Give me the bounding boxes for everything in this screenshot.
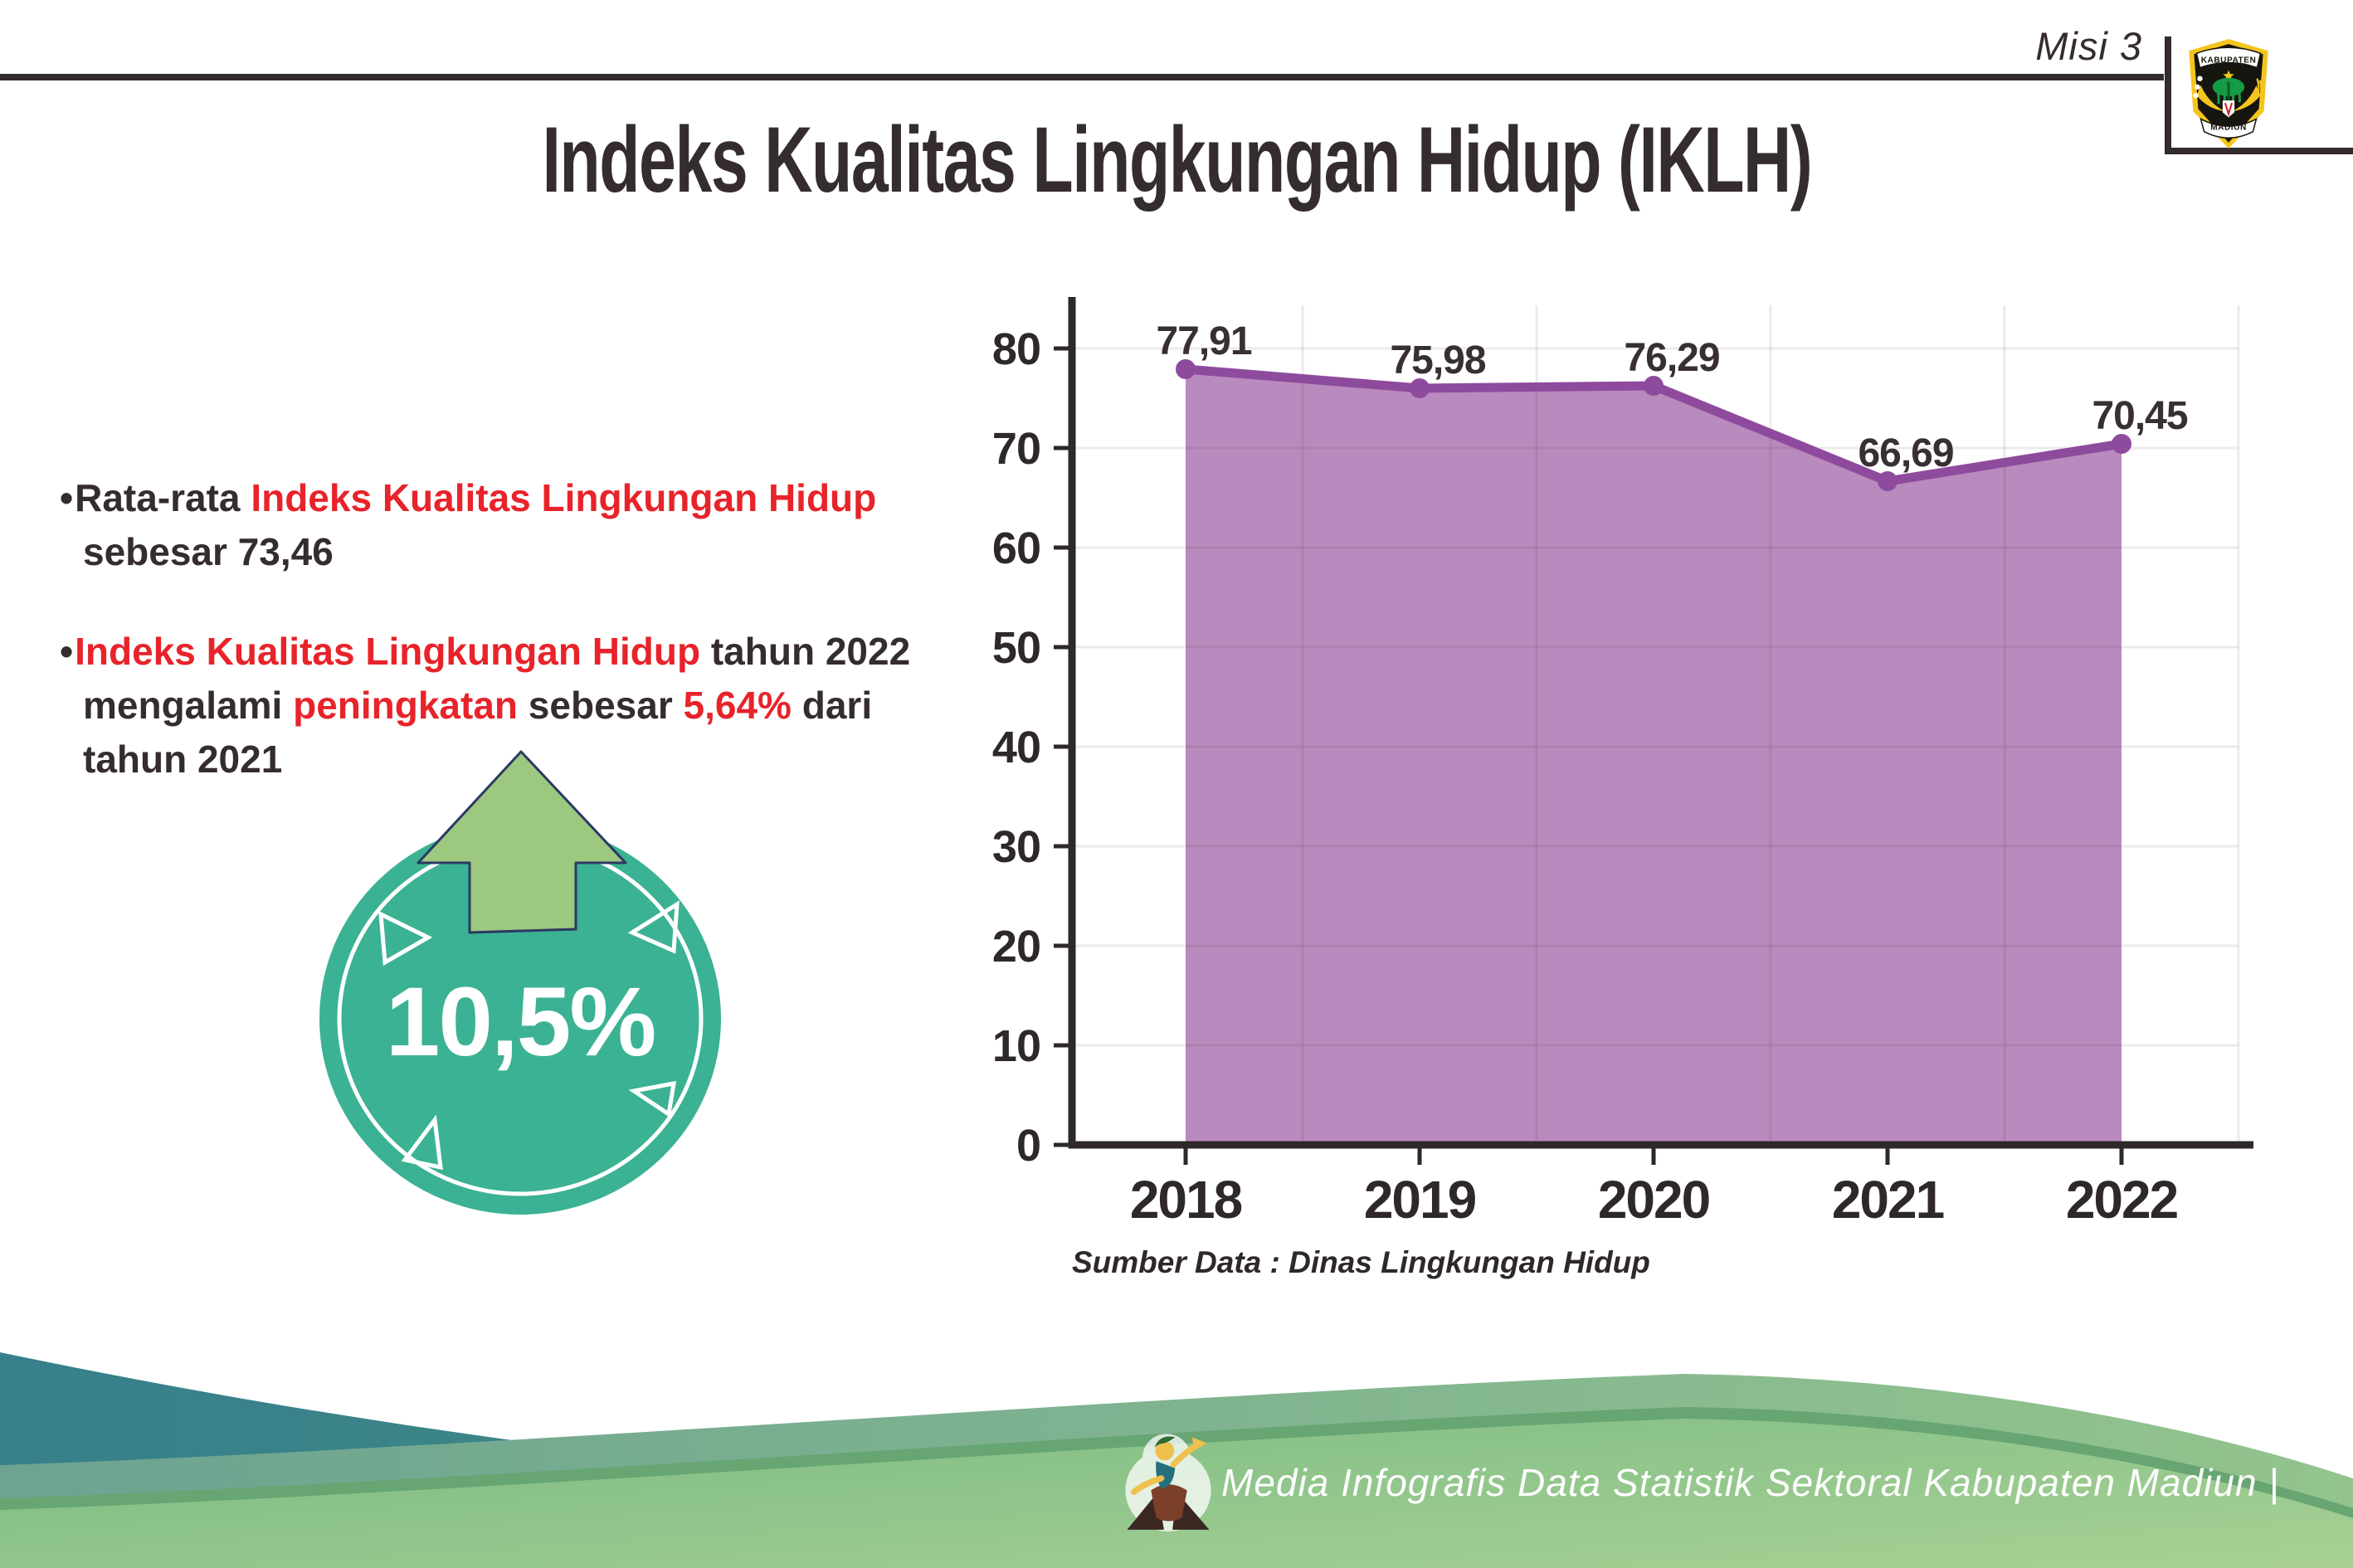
bullet-segment: 5,64%: [683, 683, 792, 727]
data-point-2021: [1878, 471, 1898, 491]
data-point-2019: [1410, 378, 1430, 398]
dancer-mascot-icon: [1125, 1434, 1211, 1531]
bullet-segment: tahun 2022 mengalami: [83, 629, 911, 727]
y-tick-label: 60: [992, 523, 1040, 573]
badge-value: 10,5%: [386, 967, 655, 1077]
bullet-segment: sebesar: [518, 683, 684, 727]
y-tick-label: 30: [992, 822, 1040, 872]
x-tick-label: 2018: [1130, 1170, 1242, 1230]
x-tick-label: 2019: [1364, 1170, 1476, 1230]
chart-area: [1186, 369, 2122, 1142]
logo-bottom-text: MADIUN: [2210, 124, 2247, 133]
y-tick-label: 70: [992, 424, 1040, 474]
logo-bottom-ribbon: [2200, 117, 2258, 139]
mascot-sash: [1156, 1461, 1176, 1489]
y-tick-label: 50: [992, 623, 1040, 673]
bullet-segment: Indeks Kualitas Lingkungan Hidup: [75, 629, 701, 673]
footer-caption: Media Infografis Data Statistik Sektoral…: [1221, 1461, 2280, 1504]
value-label: 70,45: [2092, 394, 2187, 438]
badge-circle: [319, 823, 721, 1215]
logo-top-ribbon: [2195, 46, 2262, 69]
x-tick-label: 2021: [1832, 1170, 1944, 1230]
logo-frame-vertical: [2165, 37, 2171, 154]
value-label: 75,98: [1390, 338, 1485, 382]
cotton-icon: [2193, 75, 2203, 99]
y-tick-label: 20: [992, 922, 1040, 971]
bullet-segment: sebesar 73,46: [83, 530, 334, 574]
source-label: Sumber Data : Dinas Lingkungan Hidup: [1072, 1245, 1650, 1279]
page-title-text: Indeks Kualitas Lingkungan Hidup (IKLH): [542, 108, 1812, 212]
kabupaten-madiun-logo: KABUPATEN MADIUN: [2189, 39, 2268, 149]
mascot-hand-flag: [1191, 1437, 1207, 1451]
bullet-segment: dari tahun 2021: [83, 683, 873, 782]
center-shield-icon: [2222, 100, 2235, 118]
bullet-item: Indeks Kualitas Lingkungan Hidup tahun 2…: [60, 625, 927, 787]
logo-frame-horizontal: [2165, 148, 2353, 154]
y-tick-label: 80: [992, 324, 1040, 374]
y-tick-label: 10: [992, 1021, 1040, 1071]
logo-top-text: KABUPATEN: [2201, 56, 2257, 65]
bullet-segment: Rata-rata: [75, 476, 251, 519]
summary-bullets: Rata-rata Indeks Kualitas Lingkungan Hid…: [60, 471, 927, 832]
rice-icon: [2256, 78, 2263, 96]
wings-icon: [2196, 85, 2261, 112]
y-tick-label: 40: [992, 723, 1040, 772]
x-tick-label: 2022: [2066, 1170, 2178, 1230]
header-rule: [0, 74, 2164, 80]
value-label: 77,91: [1156, 319, 1251, 363]
tree-icon: [2212, 77, 2245, 111]
sparkle-triangles: [378, 900, 680, 1171]
bullet-segment: peningkatan: [293, 683, 519, 727]
bullet-item: Rata-rata Indeks Kualitas Lingkungan Hid…: [60, 471, 927, 580]
y-tick-label: 0: [1016, 1121, 1040, 1171]
mascot-left-arm: [1131, 1475, 1165, 1496]
x-tick-label: 2020: [1598, 1170, 1709, 1230]
page-title: Indeks Kualitas Lingkungan Hidup (IKLH): [0, 111, 2353, 209]
value-label: 76,29: [1624, 336, 1719, 380]
mascot-head: [1155, 1441, 1175, 1461]
value-label: 66,69: [1858, 431, 1953, 475]
data-point-2020: [1644, 376, 1664, 396]
up-arrow-icon: [417, 750, 627, 934]
mascot-cap: [1154, 1436, 1176, 1448]
mascot-skirt: [1151, 1484, 1187, 1522]
data-point-2018: [1176, 359, 1196, 379]
data-point-2022: [2112, 434, 2131, 454]
bullet-segment: Indeks Kualitas Lingkungan Hidup: [251, 476, 877, 519]
misi-label: Misi 3: [2035, 24, 2142, 68]
